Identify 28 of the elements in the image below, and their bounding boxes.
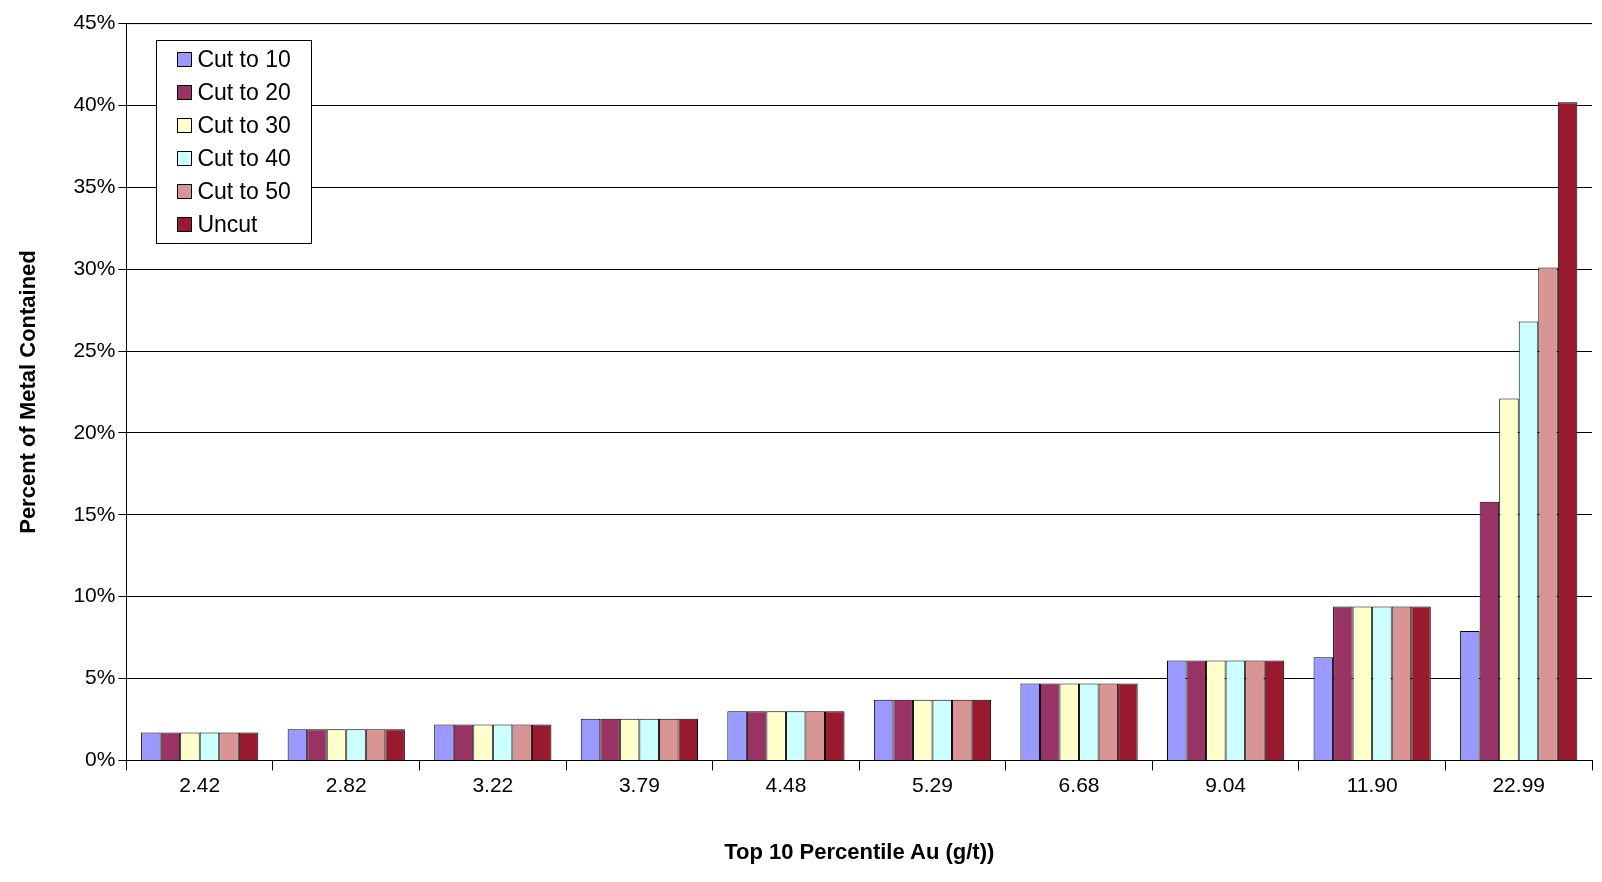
y-tick-label: 25% [73, 337, 116, 361]
y-tick-label: 35% [73, 174, 116, 198]
y-tick-label: 15% [73, 501, 116, 525]
x-tick-label: 3.22 [472, 772, 514, 796]
x-tick-label: 11.90 [1346, 772, 1398, 796]
x-tick-label: 2.42 [179, 772, 221, 796]
x-tick-label: 4.48 [765, 772, 807, 796]
legend-label: Uncut [197, 210, 258, 238]
x-tick-label: 6.68 [1058, 772, 1100, 796]
y-tick-label: 40% [73, 92, 116, 116]
y-tick-label: 10% [73, 583, 116, 607]
y-tick-label: 30% [73, 256, 116, 279]
legend-label: Cut to 50 [197, 177, 291, 205]
y-axis-title: Percent of Metal Contained [15, 250, 41, 534]
x-tick-label: 2.82 [325, 772, 367, 796]
legend-label: Cut to 20 [197, 78, 291, 106]
legend-label: Cut to 10 [197, 45, 291, 73]
legend-label: Cut to 40 [197, 144, 291, 172]
y-tick-label: 20% [73, 419, 116, 443]
y-tick-label: 5% [85, 665, 116, 689]
x-axis-title: Top 10 Percentile Au (g/t)) [724, 838, 995, 864]
legend-label: Cut to 30 [197, 111, 291, 139]
x-tick-label: 22.99 [1492, 772, 1545, 796]
x-tick-label: 5.29 [912, 772, 953, 796]
x-tick-label: 9.04 [1205, 772, 1247, 796]
x-tick-label: 3.79 [618, 772, 660, 796]
y-tick-label: 0% [85, 747, 116, 771]
y-tick-label: 45% [73, 10, 116, 34]
